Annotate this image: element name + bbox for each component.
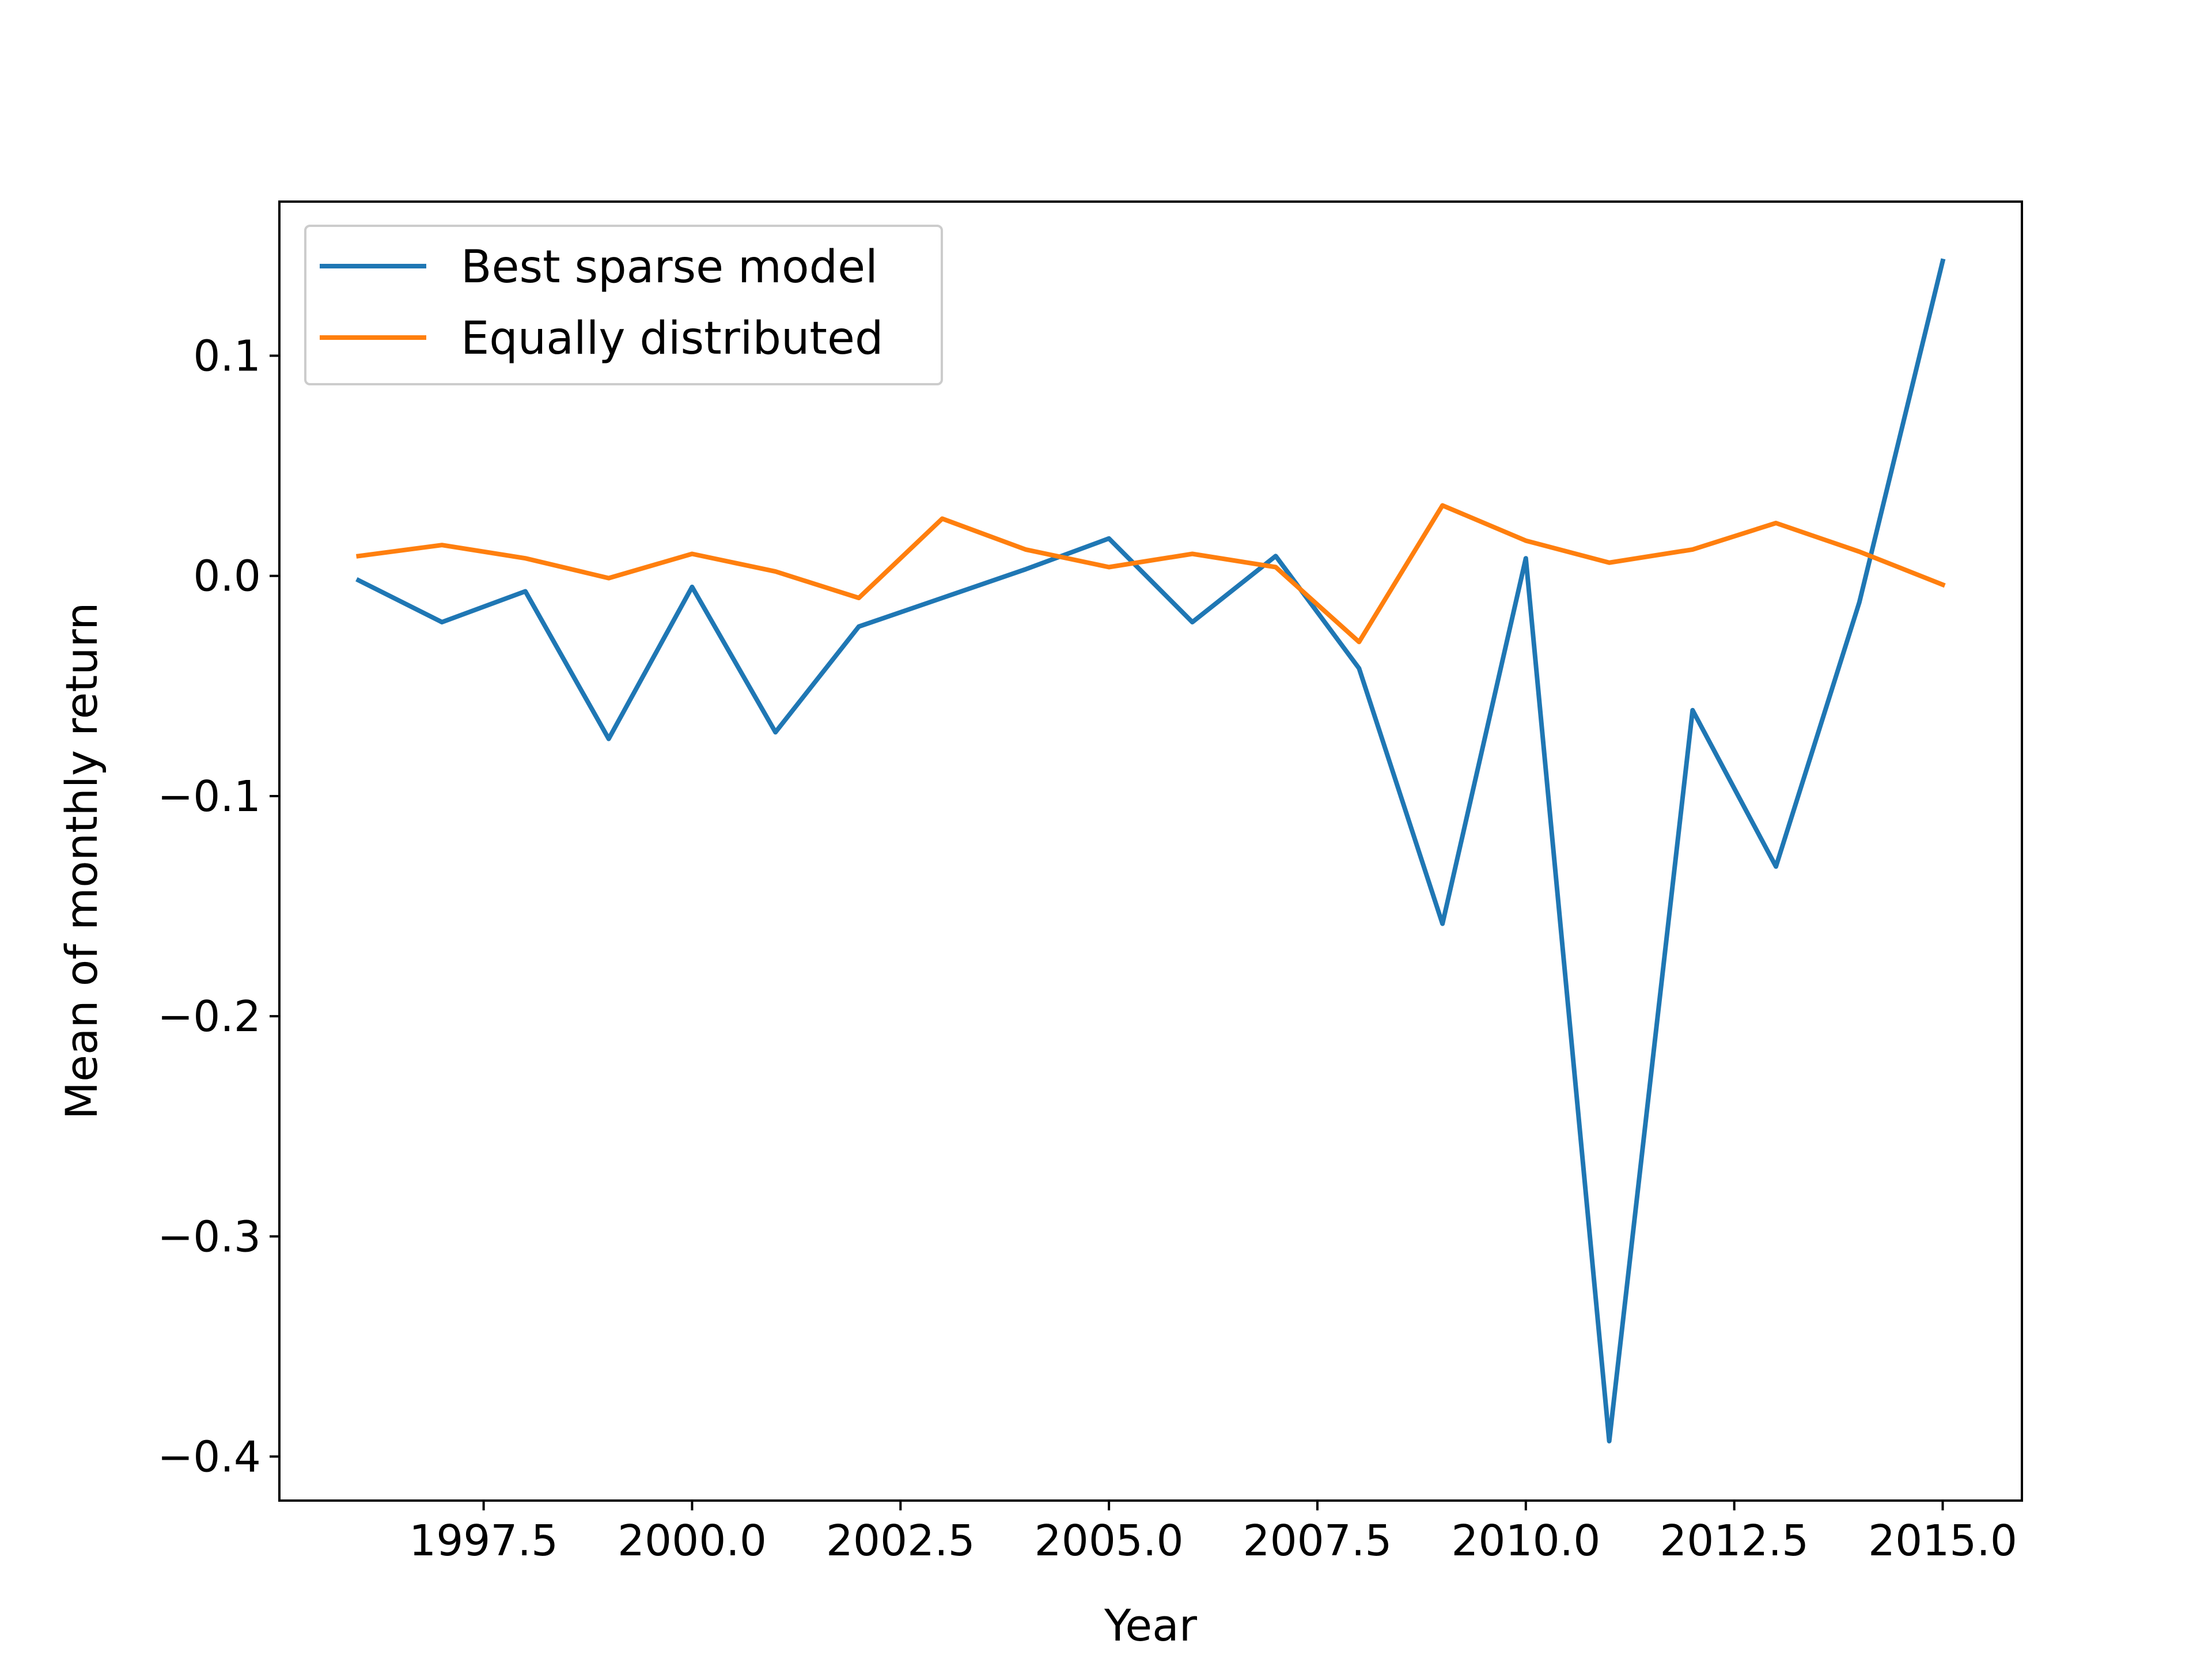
x-tick-label: 2002.5	[826, 1516, 975, 1566]
y-tick-label: −0.3	[157, 1212, 261, 1262]
x-tick-label: 2012.5	[1660, 1516, 1809, 1566]
y-tick-label: 0.1	[193, 332, 261, 381]
series-line-best-sparse-model	[355, 258, 1946, 1444]
y-axis-ticks: 0.1 0.0 −0.1 −0.2 −0.3 −0.4	[157, 332, 279, 1482]
x-tick-label: 2007.5	[1243, 1516, 1392, 1566]
plot-frame	[278, 200, 2023, 1502]
x-tick-label: 2005.0	[1035, 1516, 1184, 1566]
y-tick-label: 0.0	[193, 552, 261, 601]
plot-series	[355, 258, 1946, 1444]
x-tick-label: 2010.0	[1451, 1516, 1600, 1566]
x-tick-label: 1997.5	[409, 1516, 558, 1566]
y-tick-label: −0.1	[157, 772, 261, 821]
y-tick-label: −0.4	[157, 1433, 261, 1482]
legend: Best sparse model Equally distributed	[304, 225, 943, 385]
series-line-equally-distributed	[356, 503, 1946, 645]
legend-box	[304, 225, 943, 385]
x-tick-label: 2000.0	[618, 1516, 767, 1566]
x-tick-label: 2015.0	[1868, 1516, 2017, 1566]
legend-label-equally-distributed: Equally distributed	[461, 313, 884, 365]
legend-label-best-sparse-model: Best sparse model	[461, 241, 878, 293]
x-axis-ticks: 1997.5 2000.0 2002.5 2005.0 2007.5 2010.0 2012…	[409, 1501, 2017, 1566]
y-tick-label: −0.2	[157, 992, 261, 1041]
x-axis-title: Year	[1104, 1600, 1198, 1651]
y-axis-title: Mean of monthly return	[56, 603, 107, 1120]
